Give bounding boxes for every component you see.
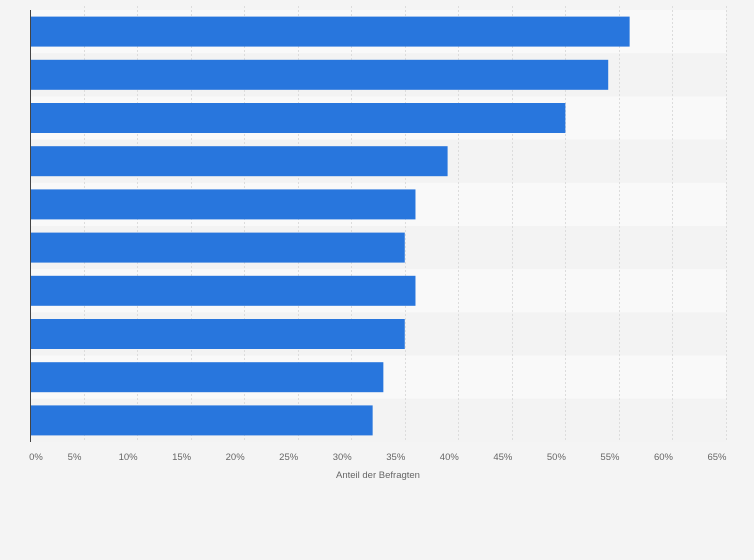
x-tick-label: 60% — [654, 452, 674, 463]
x-tick-label: 45% — [493, 452, 513, 463]
x-tick-label: 35% — [386, 452, 406, 463]
x-tick-label: 55% — [600, 452, 620, 463]
x-tick-label: 15% — [172, 452, 192, 463]
x-tick-label: 25% — [279, 452, 299, 463]
x-tick-label: 50% — [547, 452, 567, 463]
x-tick-label: 10% — [119, 452, 139, 463]
bar — [30, 59, 609, 90]
x-tick-label: 5% — [68, 452, 82, 463]
bar — [30, 189, 416, 220]
x-tick-label: 0% — [29, 452, 43, 463]
bar — [30, 319, 405, 349]
bar — [30, 362, 384, 393]
x-tick-label: 20% — [226, 452, 246, 463]
bar — [30, 405, 373, 436]
bar — [30, 16, 630, 47]
bar — [30, 146, 448, 177]
x-tick-label: 65% — [707, 452, 727, 463]
x-axis-title: Anteil der Befragten — [336, 470, 420, 481]
x-axis-tick-labels: 0% 5% 10% 15% 20% 25% 30% 35% 40% 45% 50% 55% 60% 65% — [29, 452, 727, 463]
bar — [30, 275, 416, 306]
bar — [30, 103, 566, 133]
x-tick-label: 40% — [440, 452, 460, 463]
bar — [30, 232, 405, 263]
x-tick-label: 30% — [333, 452, 353, 463]
bar-series — [30, 16, 630, 436]
